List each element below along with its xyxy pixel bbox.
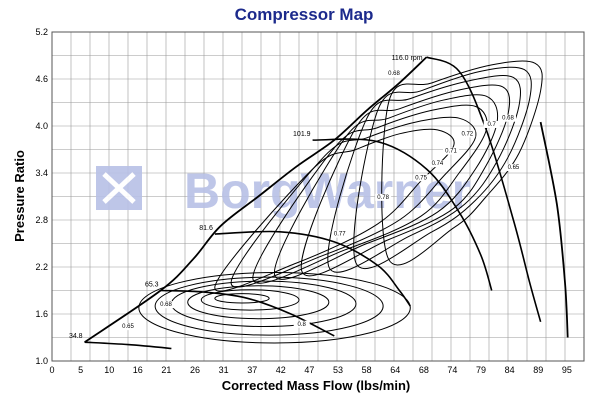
efficiency-island-contour <box>187 285 330 320</box>
efficiency-label: 0.75 <box>415 175 427 181</box>
x-tick-label: 26 <box>190 365 200 375</box>
y-tick-label: 5.2 <box>35 27 48 37</box>
x-tick-label: 84 <box>505 365 515 375</box>
efficiency-label-bg <box>120 323 136 331</box>
y-tick-labels: 1.0 1.6 2.2 2.8 3.4 4.0 4.6 5.2 <box>35 27 48 366</box>
efficiency-label: 0.72 <box>461 131 473 137</box>
speed-label: 101.9 <box>293 131 311 138</box>
chart-title: Compressor Map <box>235 5 374 24</box>
efficiency-label-bg <box>443 147 459 155</box>
efficiency-label-bg <box>483 121 500 128</box>
efficiency-label: 0.65 <box>508 165 520 171</box>
x-tick-label: 58 <box>362 365 372 375</box>
x-tick-label: 47 <box>304 365 314 375</box>
y-tick-label: 2.8 <box>35 215 48 225</box>
efficiency-labels: 0.65 0.68 0.8 0.77 0.78 0.75 0.740.71 0.72 0.7 0.… <box>120 70 522 331</box>
x-tick-label: 64 <box>390 365 400 375</box>
x-tick-label: 95 <box>562 365 572 375</box>
efficiency-contour <box>252 104 488 284</box>
efficiency-label: 0.7 <box>488 122 497 128</box>
x-tick-labels: 0 5 10 16 21 26 31 37 42 47 53 58 64 68 74 79 84 89 95 <box>49 365 571 375</box>
choke-line-group <box>539 121 569 338</box>
speed-line-101-9 <box>312 138 493 291</box>
speed-lines: 34.8 65.3 81.6 101.9 116.0 rpm <box>69 55 542 350</box>
efficiency-island-contour <box>200 289 300 311</box>
efficiency-label: 0.68 <box>502 116 514 122</box>
x-tick-label: 16 <box>133 365 143 375</box>
efficiency-contour <box>327 75 522 273</box>
x-tick-label: 31 <box>219 365 229 375</box>
x-tick-label: 37 <box>247 365 257 375</box>
choke-line <box>539 121 569 338</box>
surge-line-group <box>84 56 428 343</box>
efficiency-label: 0.68 <box>388 71 400 77</box>
y-tick-label: 1.6 <box>35 309 48 319</box>
x-tick-label: 68 <box>419 365 429 375</box>
y-tick-label: 4.6 <box>35 74 48 84</box>
efficiency-island-contour <box>154 276 384 336</box>
efficiency-contour <box>214 128 455 292</box>
x-tick-label: 53 <box>333 365 343 375</box>
x-tick-label: 10 <box>104 365 114 375</box>
y-tick-label: 2.2 <box>35 262 48 272</box>
efficiency-contour <box>300 84 511 277</box>
efficiency-label-bg <box>505 164 522 172</box>
y-tick-label: 1.0 <box>35 356 48 366</box>
efficiency-label: 0.71 <box>445 149 457 155</box>
efficiency-label: 0.77 <box>334 232 346 238</box>
speed-label: 116.0 <box>392 55 409 62</box>
speed-label: 34.8 <box>69 333 83 340</box>
efficiency-label-bg <box>331 230 348 238</box>
borgwarner-logo-icon <box>96 166 142 210</box>
efficiency-label: 0.8 <box>298 322 307 328</box>
speed-label: 65.3 <box>145 282 159 289</box>
x-axis-label: Corrected Mass Flow (lbs/min) <box>222 378 411 393</box>
speed-label: 81.6 <box>199 225 213 232</box>
speed-line-116-0 <box>426 56 542 323</box>
speed-line-34-8 <box>84 341 172 350</box>
efficiency-label: 0.74 <box>432 161 444 167</box>
y-tick-label: 3.4 <box>35 168 48 178</box>
plot-frame <box>51 31 585 362</box>
surge-line <box>84 56 428 343</box>
efficiency-label-bg <box>293 320 310 328</box>
speed-line-81-6 <box>214 230 411 307</box>
efficiency-label-bg <box>429 160 446 168</box>
efficiency-label-bg <box>158 301 174 309</box>
efficiency-island-contour <box>214 293 270 304</box>
y-tick-label: 4.0 <box>35 121 48 131</box>
x-tick-label: 42 <box>276 365 286 375</box>
watermark-text: BorgWarner <box>184 163 471 219</box>
x-tick-label: 0 <box>49 365 54 375</box>
borgwarner-watermark: BorgWarner <box>96 163 471 219</box>
logo-mark <box>102 172 136 204</box>
x-tick-label: 79 <box>476 365 486 375</box>
efficiency-label: 0.68 <box>160 302 172 308</box>
efficiency-label: 0.78 <box>377 195 389 201</box>
x-tick-label: 21 <box>161 365 171 375</box>
efficiency-contour <box>381 60 543 266</box>
x-tick-label: 89 <box>533 365 543 375</box>
efficiency-label-bg <box>500 114 516 122</box>
efficiency-label-bg <box>413 174 430 182</box>
x-tick-label: 5 <box>78 365 83 375</box>
y-axis-label: Pressure Ratio <box>12 150 27 242</box>
efficiency-label-bg <box>459 130 476 138</box>
speed-line-65-3 <box>160 289 335 337</box>
efficiency-contour <box>353 66 532 270</box>
x-tick-label: 74 <box>447 365 457 375</box>
efficiency-label-bg <box>386 70 402 78</box>
rpm-unit-label: rpm <box>411 55 423 62</box>
efficiency-label: 0.65 <box>122 324 134 330</box>
efficiency-contour <box>274 94 499 280</box>
efficiency-label-bg <box>375 193 392 201</box>
